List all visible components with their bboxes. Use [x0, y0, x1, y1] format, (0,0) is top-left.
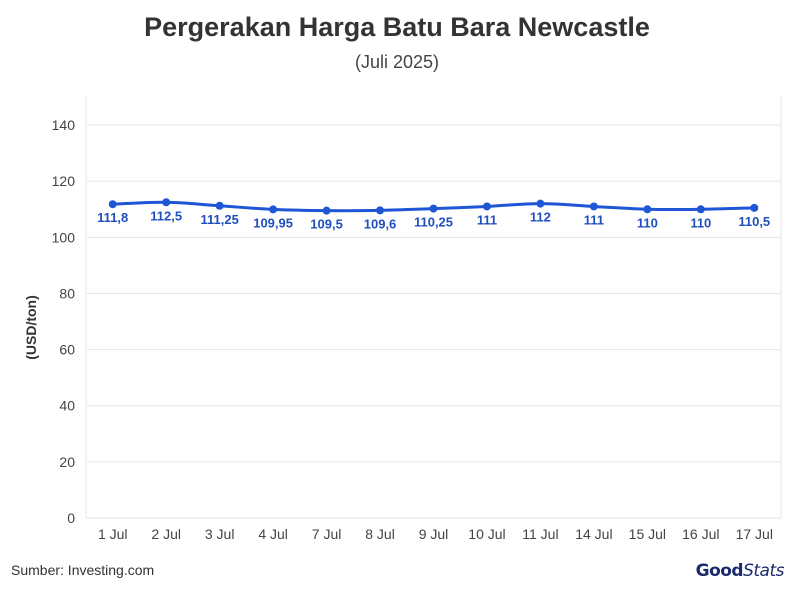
x-tick-label: 14 Jul	[575, 526, 612, 542]
y-tick-label: 60	[59, 342, 75, 358]
data-point	[750, 203, 759, 212]
data-label: 110	[690, 215, 711, 230]
data-point	[215, 201, 224, 210]
data-label: 109,6	[364, 216, 397, 231]
data-point	[536, 199, 545, 208]
logo-light-text: Stats	[743, 561, 784, 581]
data-point	[162, 198, 171, 207]
data-points	[108, 198, 759, 215]
x-tick-label: 10 Jul	[468, 526, 505, 542]
x-tick-label: 1 Jul	[98, 526, 128, 542]
data-point	[482, 202, 491, 211]
data-label: 111,8	[97, 210, 128, 225]
y-axis-ticks: 0 20 40 60 80 100 120 140	[52, 117, 76, 526]
y-tick-label: 140	[52, 117, 76, 133]
x-tick-label: 4 Jul	[258, 526, 288, 542]
y-tick-label: 80	[59, 285, 75, 301]
data-labels: 111,8 112,5 111,25 109,95 109,5 109,6 110,25 11…	[97, 208, 770, 231]
data-label: 109,95	[253, 215, 293, 230]
data-point	[376, 206, 385, 215]
x-tick-label: 3 Jul	[205, 526, 235, 542]
x-tick-label: 9 Jul	[419, 526, 449, 542]
gridlines	[85, 97, 782, 519]
y-axis-label: (USD/ton)	[23, 295, 39, 360]
x-tick-label: 15 Jul	[629, 526, 666, 542]
data-label: 112	[530, 210, 551, 225]
x-tick-label: 8 Jul	[365, 526, 395, 542]
y-tick-label: 0	[67, 510, 75, 526]
data-point	[643, 205, 652, 214]
data-label: 110,25	[414, 215, 453, 230]
data-point	[429, 204, 438, 213]
goodstats-logo: GoodStats	[695, 561, 785, 581]
y-tick-label: 20	[59, 454, 75, 470]
source-note: Sumber: Investing.com	[11, 562, 155, 578]
data-label: 109,5	[310, 217, 343, 232]
data-point	[108, 200, 117, 209]
y-tick-label: 120	[52, 173, 76, 189]
chart-title: Pergerakan Harga Batu Bara Newcastle	[144, 12, 650, 42]
x-tick-label: 17 Jul	[736, 526, 773, 542]
x-axis-ticks: 1 Jul 2 Jul 3 Jul 4 Jul 7 Jul 8 Jul 9 Jul 10 Ju…	[98, 526, 773, 542]
x-tick-label: 11 Jul	[522, 526, 558, 542]
data-label: 110,5	[738, 214, 770, 229]
logo-bold-text: Good	[695, 561, 744, 581]
data-point	[589, 202, 598, 211]
data-label: 111	[477, 212, 497, 227]
data-label: 112,5	[150, 208, 182, 223]
y-tick-label: 40	[59, 398, 75, 414]
data-point	[696, 205, 705, 214]
chart-subtitle: (Juli 2025)	[354, 52, 440, 72]
data-point	[322, 206, 331, 215]
y-tick-label: 100	[52, 229, 76, 245]
x-tick-label: 2 Jul	[151, 526, 181, 542]
data-label: 111,25	[200, 212, 238, 227]
data-label: 110	[637, 215, 658, 230]
data-label: 111	[584, 212, 604, 227]
data-point	[269, 205, 278, 214]
x-tick-label: 7 Jul	[312, 526, 342, 542]
x-tick-label: 16 Jul	[682, 526, 719, 542]
